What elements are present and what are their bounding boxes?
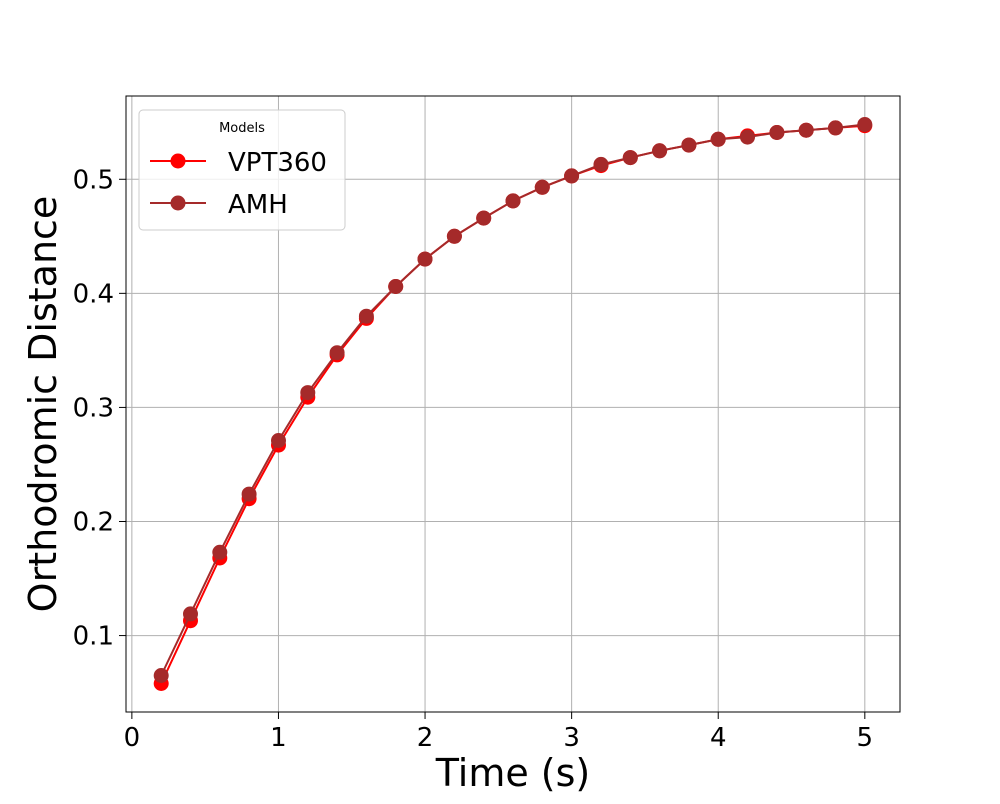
- x-tick-label: 5: [857, 723, 874, 753]
- x-tick-label: 0: [124, 723, 141, 753]
- series-layer: [153, 117, 873, 691]
- series-amh: [153, 117, 873, 683]
- data-point: [857, 117, 873, 132]
- legend-swatch-marker: [170, 195, 186, 211]
- legend-box: [138, 109, 346, 231]
- y-tick-label: 0.3: [73, 393, 114, 423]
- data-point: [740, 129, 755, 145]
- y-tick-label: 0.5: [73, 165, 114, 195]
- legend-entry: VPT360: [150, 148, 327, 178]
- data-point: [300, 385, 316, 401]
- legend-title: Models: [219, 121, 265, 136]
- x-axis: 0 1 2 3 4 5: [124, 712, 874, 753]
- data-point: [446, 228, 462, 244]
- legend-label: VPT360: [228, 148, 327, 178]
- data-point: [710, 131, 726, 147]
- data-point: [828, 120, 843, 136]
- data-point: [358, 308, 374, 324]
- y-axis-label: Orthodromic Distance: [21, 196, 65, 613]
- grid: [126, 96, 900, 712]
- data-point: [564, 168, 580, 184]
- data-point: [417, 251, 433, 267]
- data-point: [271, 433, 286, 448]
- data-point: [681, 137, 697, 153]
- data-point: [593, 156, 609, 172]
- y-tick-label: 0.1: [73, 622, 114, 652]
- data-point: [241, 486, 257, 502]
- data-point: [652, 143, 668, 159]
- data-point: [183, 606, 198, 622]
- data-point: [622, 150, 638, 166]
- data-point: [476, 210, 492, 226]
- x-tick-label: 3: [563, 723, 580, 753]
- y-axis: 0.1 0.2 0.3 0.4 0.5: [73, 165, 126, 652]
- legend-entries: VPT360 AMH: [150, 148, 327, 220]
- data-point: [769, 125, 785, 140]
- x-tick-label: 1: [270, 723, 287, 753]
- plot-frame: [125, 95, 901, 713]
- x-tick-label: 2: [417, 723, 434, 753]
- legend-label: AMH: [228, 190, 288, 220]
- data-point: [212, 544, 228, 560]
- legend-entry: AMH: [150, 190, 288, 220]
- legend: Models VPT360 AMH: [138, 109, 346, 231]
- y-tick-label: 0.4: [73, 279, 114, 309]
- x-tick-label: 4: [710, 723, 727, 753]
- data-point: [388, 279, 404, 294]
- data-point: [153, 668, 169, 683]
- data-point: [534, 179, 550, 195]
- data-point: [798, 122, 814, 138]
- legend-swatch-marker: [170, 153, 186, 169]
- x-axis-label: Time (s): [435, 751, 591, 795]
- y-tick-label: 0.2: [73, 507, 114, 537]
- data-point: [329, 345, 345, 361]
- data-point: [505, 193, 521, 209]
